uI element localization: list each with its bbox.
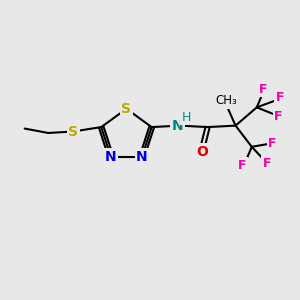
Text: N: N (172, 118, 183, 133)
Text: H: H (182, 111, 191, 124)
Text: CH₃: CH₃ (215, 94, 237, 107)
Text: F: F (275, 91, 284, 104)
Text: F: F (268, 137, 277, 150)
Text: N: N (136, 150, 148, 164)
Text: N: N (105, 150, 117, 164)
Text: S: S (68, 124, 78, 139)
Text: S: S (122, 102, 131, 116)
Text: F: F (274, 110, 283, 123)
Text: F: F (263, 157, 271, 169)
Text: F: F (238, 159, 247, 172)
Text: F: F (259, 82, 268, 96)
Text: O: O (196, 145, 208, 159)
